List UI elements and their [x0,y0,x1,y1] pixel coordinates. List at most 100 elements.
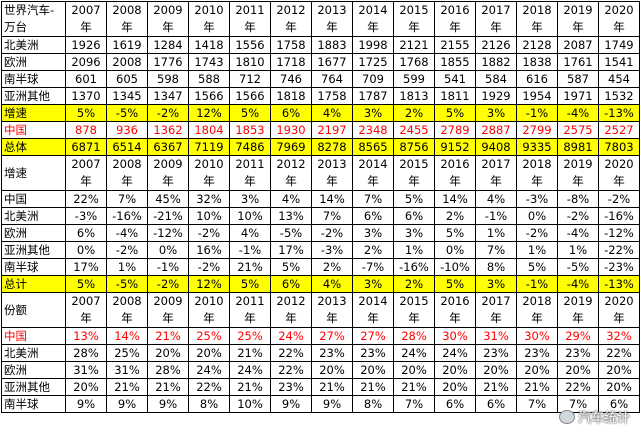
year-value: 2012 [276,3,306,17]
cell-value: 1930 [270,121,312,139]
cell-value: 9% [311,395,353,413]
cell-value: 6514 [106,138,148,156]
cell-value: 31% [475,327,517,345]
cell-value: 2087 [557,36,599,54]
cell-value: 4% [475,190,517,208]
cell-value: -22% [598,241,640,259]
table-row: 南半球 601 605 598 588 712 746 764 709 599 541 584 616 5… [1,70,640,88]
cell-value: 9152 [434,138,476,156]
cell-value: 6% [475,395,517,413]
cell-value: 1% [516,241,558,259]
year-value: 2010 [194,157,224,171]
cell-value: 14% [106,327,148,345]
year-suffix: 年 [531,311,543,325]
cell-value: 25% [188,327,230,345]
cell-value: 20% [557,361,599,379]
cell-value: 1804 [188,121,230,139]
cell-value: -10% [434,258,476,276]
cell-value: 3% [352,224,394,242]
cell-value: 0% [65,241,107,259]
year-value: 2020 [604,3,634,17]
year-header: 2007 年 [65,292,107,328]
cell-value: 31% [65,361,107,379]
year-suffix: 年 [285,174,297,188]
year-suffix: 年 [121,311,133,325]
year-value: 2016 [440,294,470,308]
year-value: 2013 [317,294,347,308]
header-row: 世界汽车-万台 2007 年 2008 年 2009 年 2010 年 2011 年 2012 年 201… [1,1,640,37]
cell-value: 6% [65,224,107,242]
table-row: 欧洲 6% -4% -12% -2% 4% -5% -2% 3% 3% 5% 1% -2% -4% -12% [1,224,640,242]
year-suffix: 年 [490,174,502,188]
year-suffix: 年 [162,174,174,188]
cell-value: 23% [516,344,558,362]
cell-value: 22% [598,344,640,362]
row-label: 中国 [1,190,66,208]
cell-value: 7% [393,395,435,413]
cell-value: -2% [106,241,148,259]
cell-value: -12% [147,224,189,242]
table-row: 总计 5% -5% -2% 12% 5% 6% 4% 3% 2% 5% 3% -1% -4% -13% [1,275,640,293]
year-header: 2018 年 [516,292,558,328]
row-label: 北美洲 [1,344,66,362]
year-value: 2012 [276,294,306,308]
cell-value: -4% [557,275,599,293]
cell-value: 4% [311,104,353,122]
cell-value: 10% [229,395,271,413]
year-header: 2016 年 [434,155,476,191]
cell-value: 588 [188,70,230,88]
year-value: 2020 [604,294,634,308]
cell-value: 23% [475,344,517,362]
year-value: 2014 [358,294,388,308]
cell-value: 22% [557,378,599,396]
cell-value: -2% [311,224,353,242]
cell-value: 22% [270,344,312,362]
year-header: 2018 年 [516,155,558,191]
cell-value: 1532 [598,87,640,105]
row-label: 南半球 [1,395,66,413]
year-value: 2009 [153,3,183,17]
year-value: 2019 [563,294,593,308]
table-row: 南半球 9% 9% 9% 8% 10% 9% 9% 8% 7% 6% 6% 7% 7% 6% [1,395,640,413]
year-value: 2019 [563,3,593,17]
year-header: 2013 年 [311,155,353,191]
cell-value: 8% [188,395,230,413]
year-suffix: 年 [572,20,584,34]
cell-value: -21% [147,207,189,225]
cell-value: 4% [311,275,353,293]
year-value: 2012 [276,157,306,171]
cell-value: 32% [598,327,640,345]
cell-value: -2% [557,207,599,225]
cell-value: 746 [270,70,312,88]
cell-value: 9408 [475,138,517,156]
cell-value: -16% [393,258,435,276]
cell-value: 8278 [311,138,353,156]
cell-value: 587 [557,70,599,88]
year-header: 2020 年 [598,155,640,191]
cell-value: 1818 [270,87,312,105]
cell-value: 0% [516,207,558,225]
cell-value: 21% [311,378,353,396]
year-suffix: 年 [80,311,92,325]
cell-value: 1776 [147,53,189,71]
year-header: 2010 年 [188,292,230,328]
cell-value: 9335 [516,138,558,156]
cell-value: 21% [106,378,148,396]
cell-value: 7486 [229,138,271,156]
table-row: 南半球 17% 1% -1% -2% 21% 5% 2% -7% -16% -10% 8% 5% -5% -… [1,258,640,276]
year-value: 2018 [522,3,552,17]
cell-value: 20% [147,344,189,362]
cell-value: 3% [352,275,394,293]
cell-value: 20% [188,344,230,362]
cell-value: 1345 [106,87,148,105]
row-label: 欧洲 [1,53,66,71]
table-row: 亚洲其他 1370 1345 1347 1566 1566 1818 1758 1787 1813… [1,87,640,105]
cell-value: 4% [229,224,271,242]
cell-value: 1418 [188,36,230,54]
year-suffix: 年 [408,20,420,34]
year-header: 2008 年 [106,1,148,37]
table-row: 北美洲 28% 25% 20% 20% 21% 22% 23% 23% 24% 24% 23% 23% 2… [1,344,640,362]
cell-value: 20% [475,361,517,379]
cell-value: 1758 [270,36,312,54]
cell-value: 5% [393,190,435,208]
